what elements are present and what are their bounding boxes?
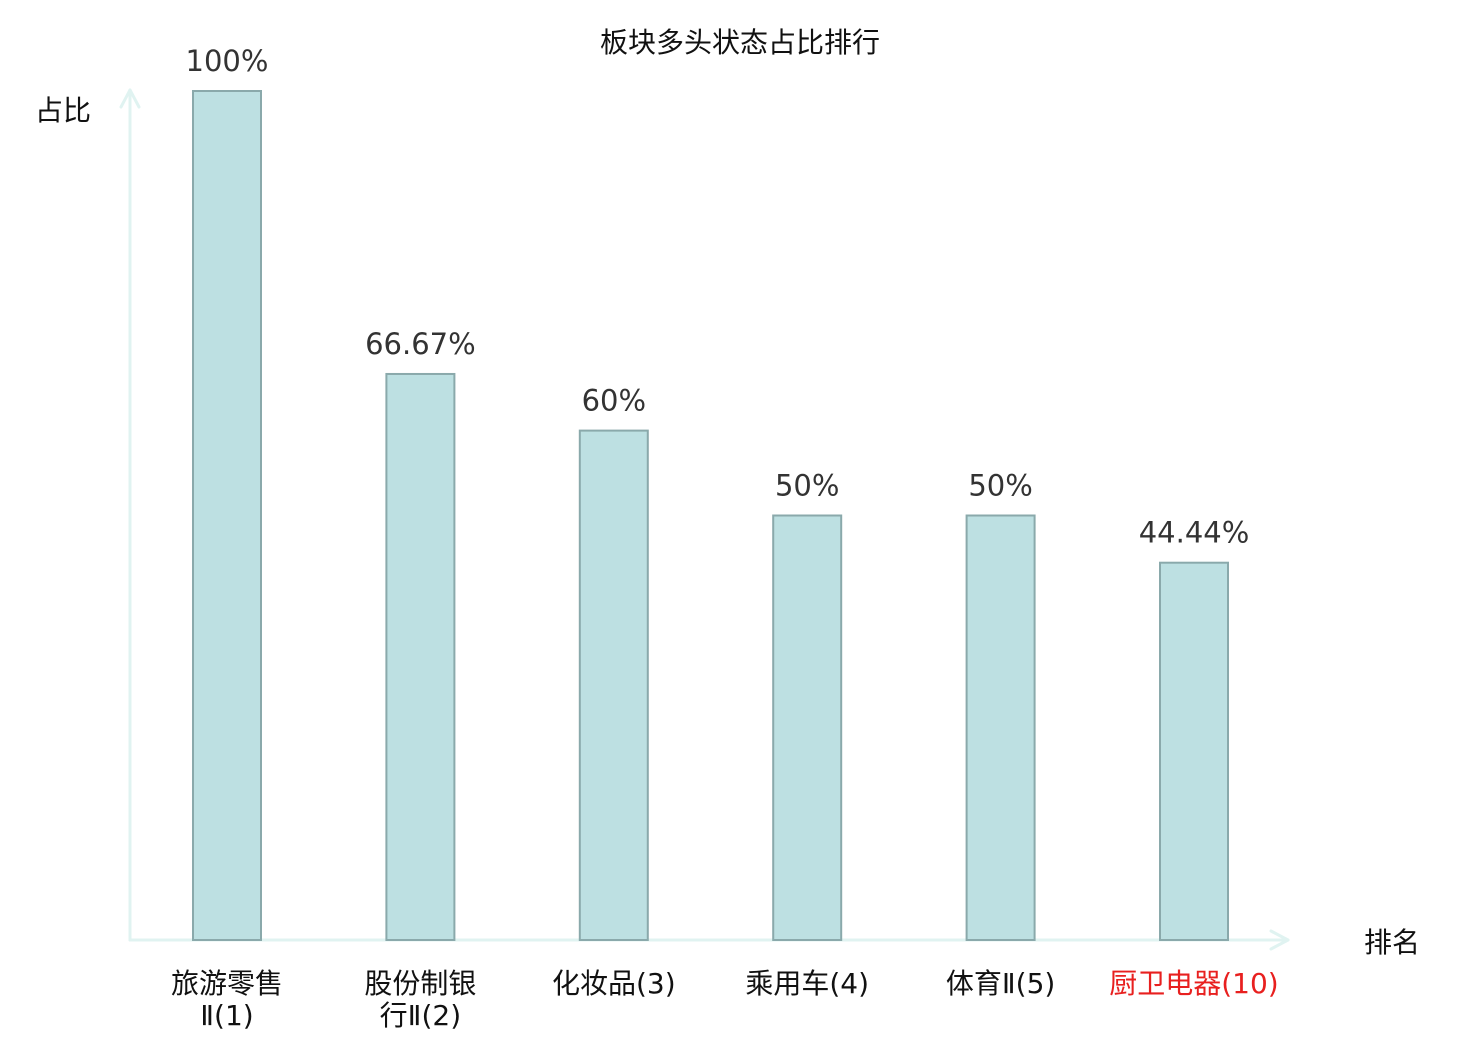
chart-title: 板块多头状态占比排行 [600, 26, 880, 59]
axes [119, 88, 1290, 951]
x-tick-label: 化妆品(3) [552, 967, 676, 1000]
x-axis-label: 排名 [1364, 926, 1420, 959]
x-tick-label: 旅游零售 Ⅱ(1) [171, 967, 283, 1032]
x-tick-label-line: 厨卫电器(10) [1109, 967, 1278, 1000]
y-axis-label: 占比 [35, 94, 91, 127]
x-tick-label-line: 乘用车(4) [745, 967, 869, 1000]
category-labels-group: 旅游零售 Ⅱ(1) 股份制银行Ⅱ(2) 化妆品(3) 乘用车(4) 体育Ⅱ(5) 厨卫电器(… [171, 967, 1279, 1032]
bar [578, 429, 649, 941]
x-tick-label: 厨卫电器(10) [1109, 967, 1278, 1000]
x-tick-label-line: 股份制银 [364, 967, 476, 1000]
data-label: 60% [582, 384, 646, 418]
bar [772, 514, 843, 941]
value-labels-group: 100% 66.67% 60% 50% 50% 44.44% [186, 44, 1250, 550]
data-label: 44.44% [1139, 516, 1250, 550]
data-label: 66.67% [365, 327, 476, 361]
data-label: 50% [775, 469, 839, 503]
x-axis-arrowhead [1269, 929, 1290, 951]
data-label: 50% [968, 469, 1032, 503]
x-tick-label: 股份制银行Ⅱ(2) [364, 967, 476, 1032]
bar [385, 372, 456, 942]
x-tick-label-line: 化妆品(3) [552, 967, 676, 1000]
bar [1159, 561, 1229, 941]
x-tick-label: 体育Ⅱ(5) [946, 967, 1055, 1000]
y-axis-arrowhead [119, 88, 141, 109]
bar [965, 514, 1036, 941]
x-tick-label: 乘用车(4) [745, 967, 869, 1000]
bar [192, 90, 262, 941]
x-tick-label-line: 旅游零售 [171, 967, 283, 1000]
x-tick-label-line: 行Ⅱ(2) [380, 999, 461, 1032]
x-tick-label-line: 体育Ⅱ(5) [946, 967, 1055, 1000]
data-label: 100% [186, 44, 269, 78]
x-tick-label-line: Ⅱ(1) [200, 999, 253, 1032]
bars-group [192, 90, 1229, 942]
